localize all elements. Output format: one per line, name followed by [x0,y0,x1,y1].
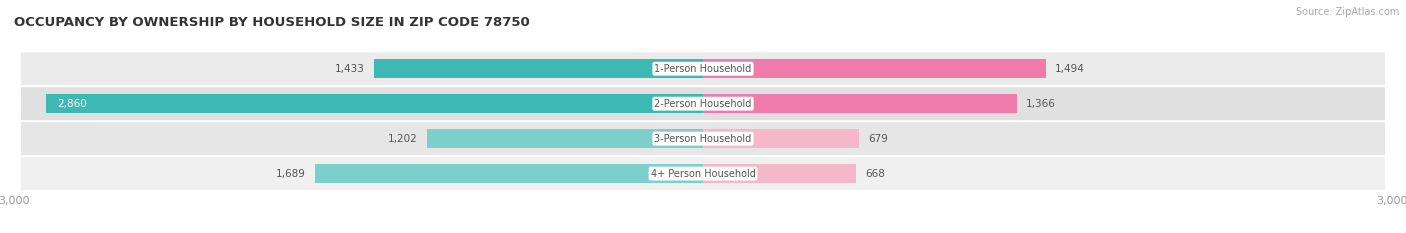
Text: 1,494: 1,494 [1056,64,1085,74]
Text: Source: ZipAtlas.com: Source: ZipAtlas.com [1295,7,1399,17]
Text: 1,366: 1,366 [1026,99,1056,109]
Text: 1-Person Household: 1-Person Household [654,64,752,74]
Text: 2,860: 2,860 [58,99,87,109]
Text: 1,689: 1,689 [276,169,307,178]
Text: 1,433: 1,433 [335,64,364,74]
Bar [374,59,703,78]
FancyBboxPatch shape [21,87,1385,120]
Text: 679: 679 [868,134,889,144]
Text: 2-Person Household: 2-Person Household [654,99,752,109]
Bar [427,129,703,148]
Bar [703,164,856,183]
Bar [703,129,859,148]
Text: 1,202: 1,202 [388,134,418,144]
Text: 668: 668 [866,169,886,178]
Bar [315,164,703,183]
Bar [703,59,1046,78]
Text: OCCUPANCY BY OWNERSHIP BY HOUSEHOLD SIZE IN ZIP CODE 78750: OCCUPANCY BY OWNERSHIP BY HOUSEHOLD SIZE… [14,16,530,28]
FancyBboxPatch shape [21,52,1385,85]
Bar [46,94,703,113]
Text: 3-Person Household: 3-Person Household [654,134,752,144]
Text: 4+ Person Household: 4+ Person Household [651,169,755,178]
FancyBboxPatch shape [21,122,1385,155]
FancyBboxPatch shape [21,157,1385,190]
Bar [703,94,1017,113]
